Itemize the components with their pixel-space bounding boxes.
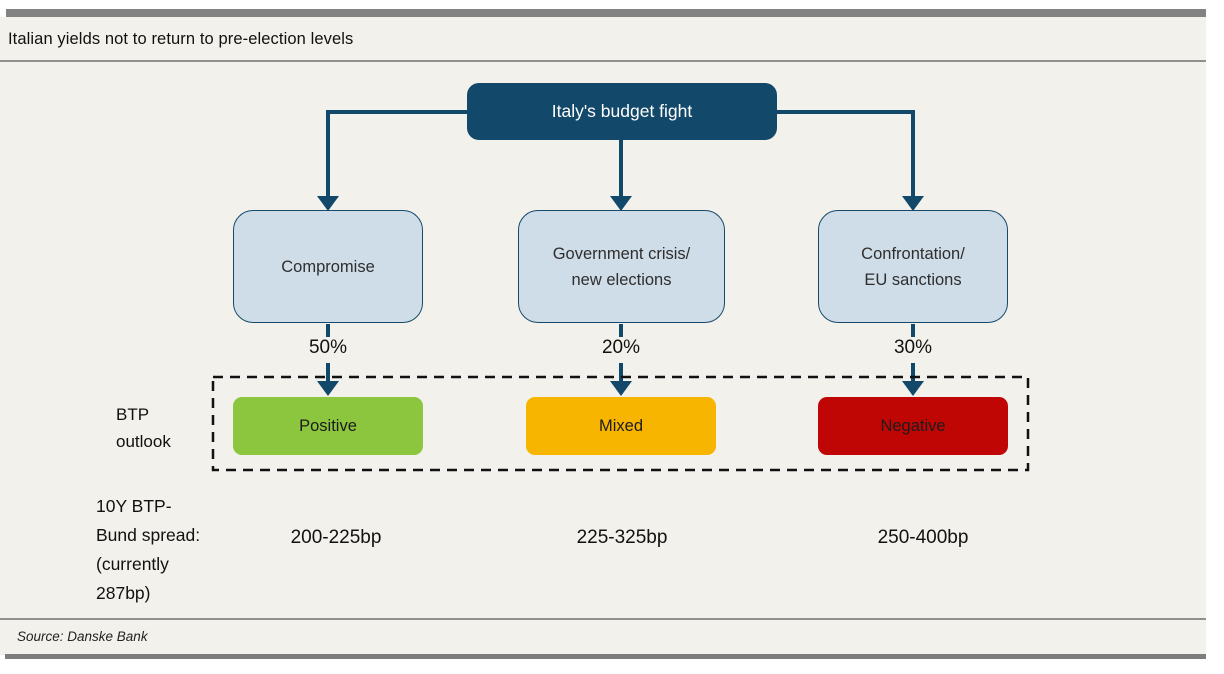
top-rule-bar — [6, 9, 1206, 17]
outlook-node-label: Positive — [299, 416, 357, 435]
root-node-label: Italy's budget fight — [551, 101, 693, 121]
spread-value: 225-325bp — [576, 527, 668, 548]
scenario-node-government-crisis: Government crisis/ new elections — [518, 210, 725, 323]
btp-outlook-line: outlook — [116, 432, 171, 451]
scenario-label-line: Confrontation/ — [861, 244, 965, 263]
bottom-rule-bar — [5, 654, 1206, 659]
outlook-node-label: Mixed — [598, 416, 643, 435]
spread-row-label-line: Bund spread: — [96, 525, 201, 545]
scenario-label-line: EU sanctions — [864, 270, 962, 289]
btp-outlook-line: BTP — [116, 405, 150, 424]
figure-title: Italian yields not to return to pre-elec… — [8, 30, 354, 48]
title-divider — [0, 60, 1206, 62]
scenario-node-confrontation: Confrontation/ EU sanctions — [818, 210, 1008, 323]
outlook-node-label: Negative — [880, 416, 946, 435]
spread-row-label-line: 10Y BTP- — [96, 496, 172, 516]
spread-row-label-line: (currently — [96, 554, 169, 574]
root-node-budget-fight: Italy's budget fight — [467, 83, 777, 140]
probability-label: 30% — [893, 337, 933, 358]
probability-label: 20% — [601, 337, 641, 358]
scenario-label-line: Government crisis/ — [552, 244, 691, 263]
outlook-node-mixed: Mixed — [526, 397, 716, 455]
footer-divider — [0, 618, 1206, 620]
scenario-label-line: Compromise — [281, 257, 375, 276]
spread-row-label: 10Y BTP- Bund spread: (currently 287bp) — [96, 492, 200, 608]
btp-outlook-row-label: BTP outlook — [116, 401, 171, 455]
outlook-node-positive: Positive — [233, 397, 423, 455]
outlook-node-negative: Negative — [818, 397, 1008, 455]
scenario-label-line: new elections — [571, 270, 672, 289]
source-note: Source: Danske Bank — [17, 629, 148, 644]
spread-row-label-line: 287bp) — [96, 583, 151, 603]
probability-label: 50% — [308, 337, 348, 358]
scenario-node-compromise: Compromise — [233, 210, 423, 323]
spread-value: 200-225bp — [290, 527, 382, 548]
spread-value: 250-400bp — [877, 527, 969, 548]
